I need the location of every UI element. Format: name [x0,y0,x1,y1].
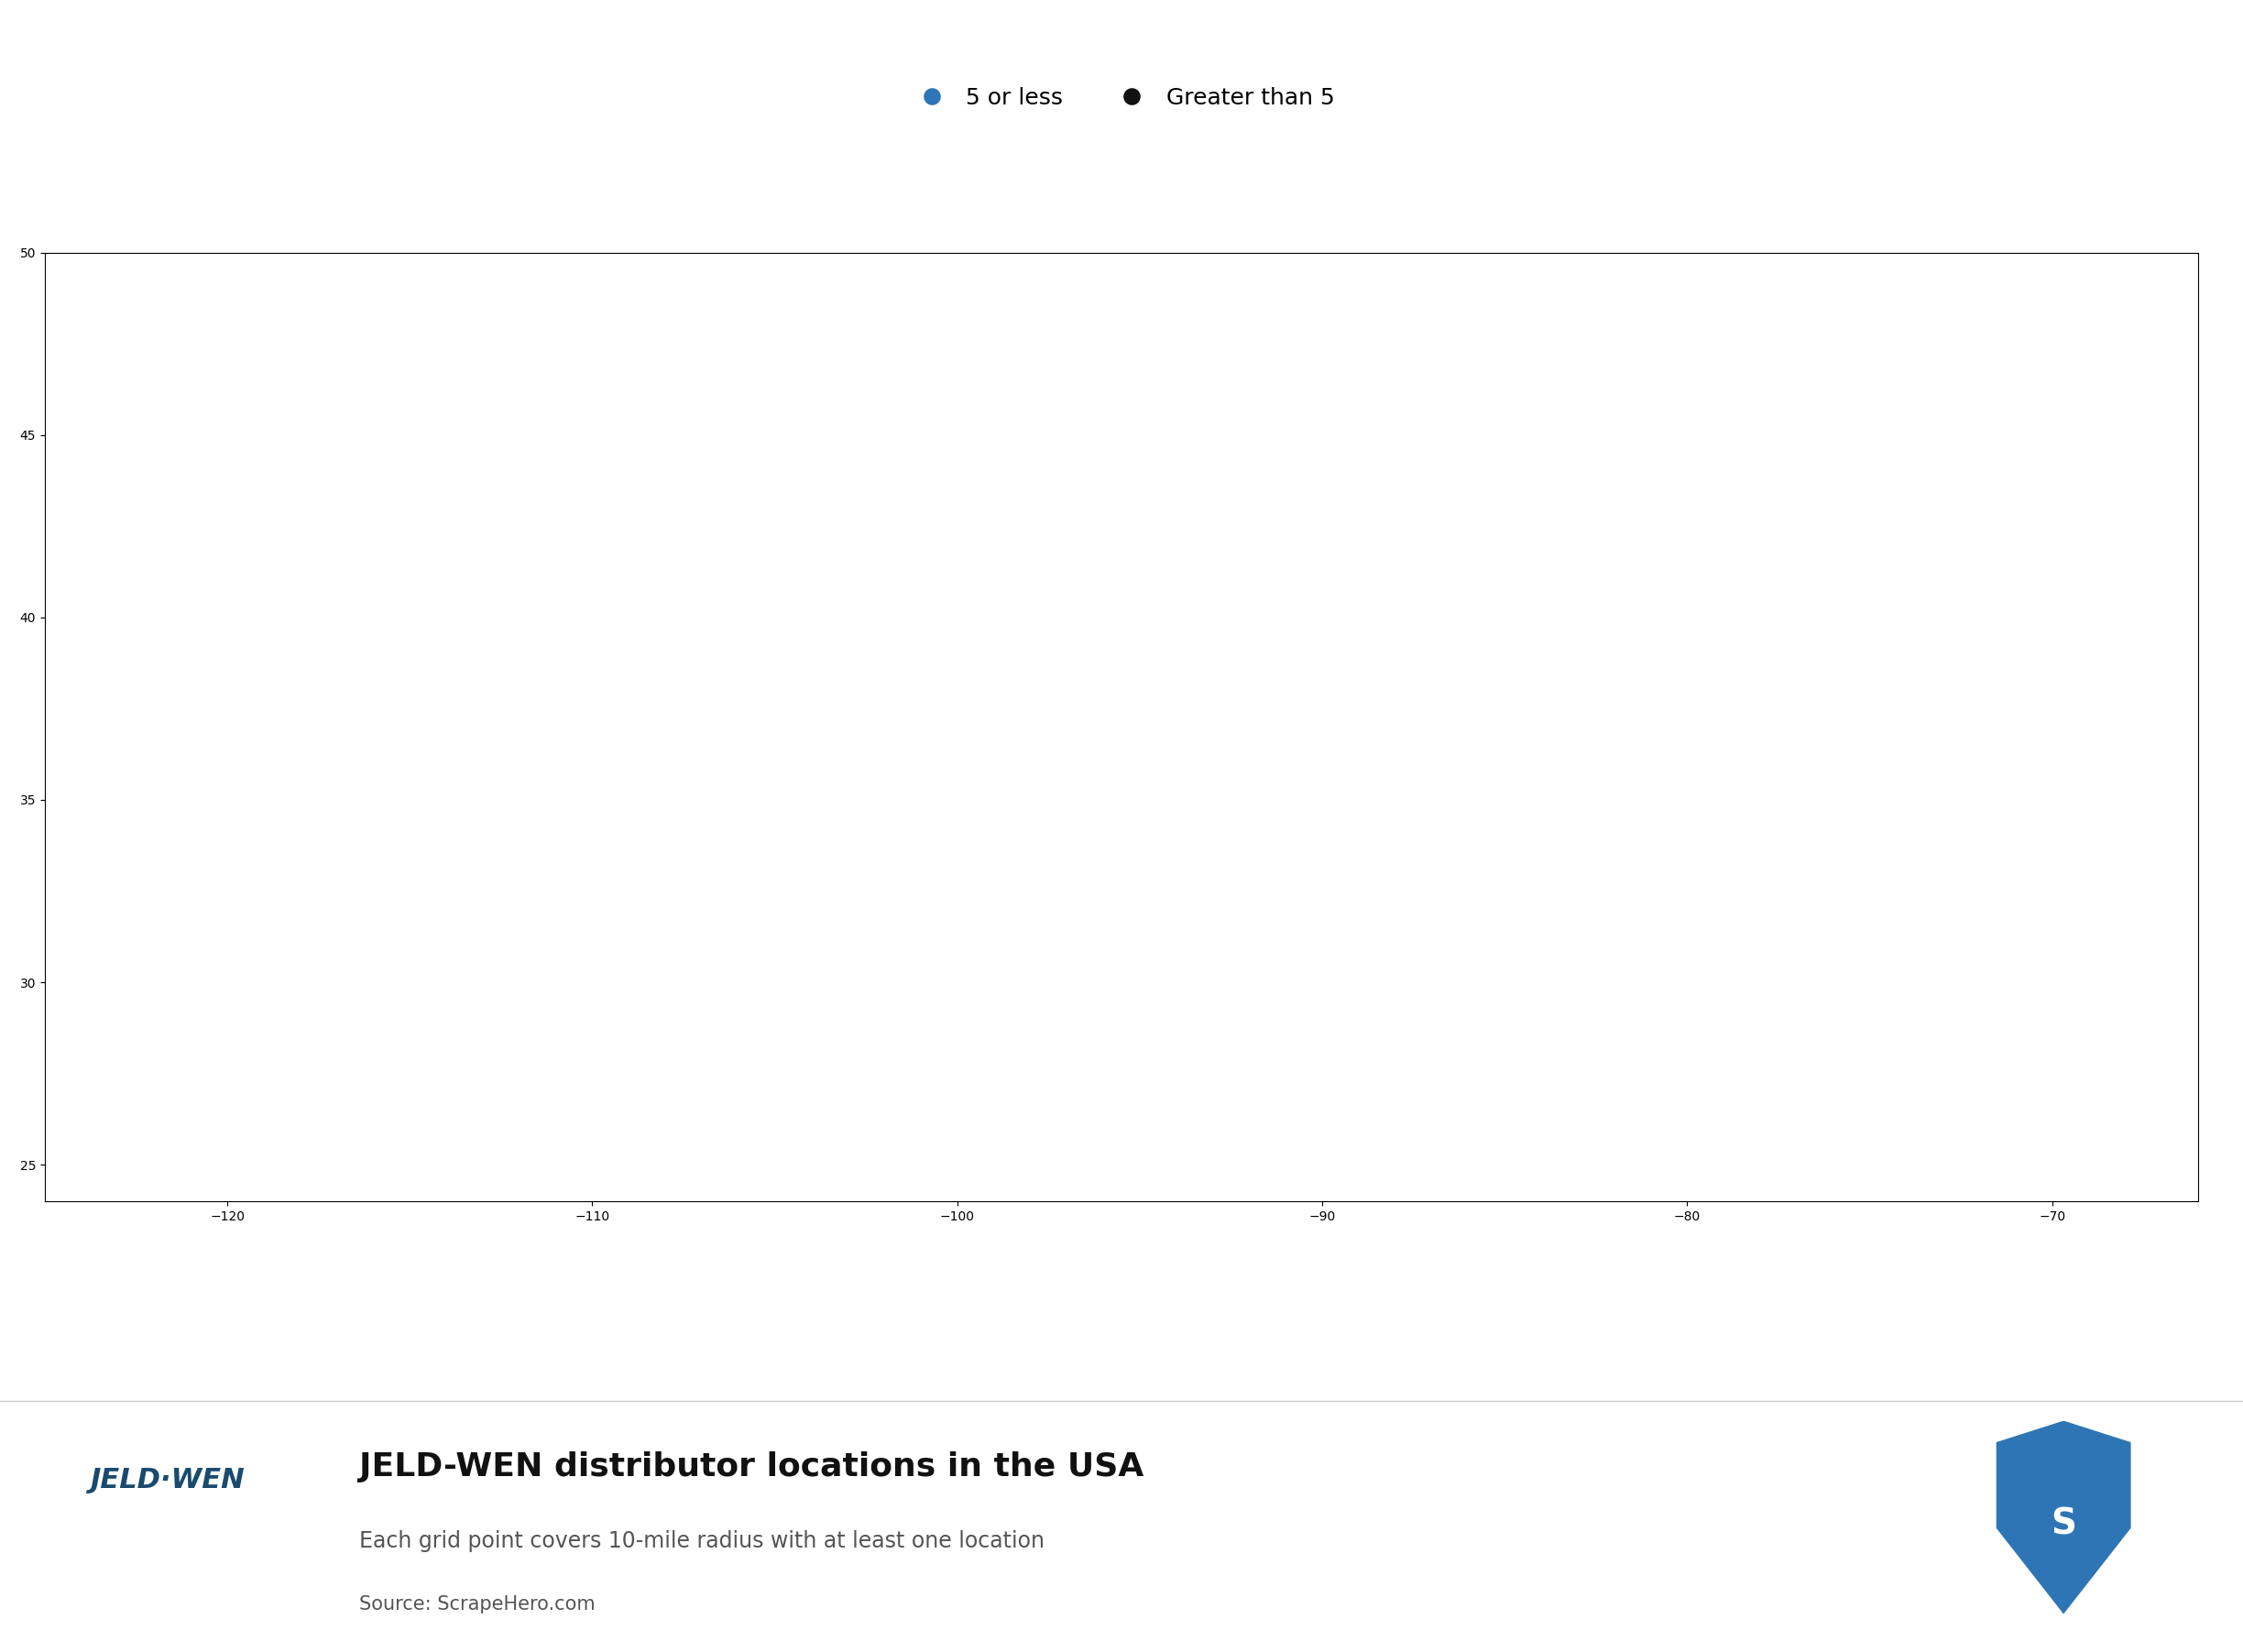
Text: Source: ScrapeHero.com: Source: ScrapeHero.com [359,1596,594,1614]
Text: Each grid point covers 10-mile radius with at least one location: Each grid point covers 10-mile radius wi… [359,1530,1045,1551]
Text: JELD·WEN: JELD·WEN [90,1467,244,1493]
PathPatch shape [1996,1421,2131,1614]
Legend: 5 or less, Greater than 5: 5 or less, Greater than 5 [899,78,1344,117]
Text: JELD-WEN distributor locations in the USA: JELD-WEN distributor locations in the US… [359,1452,1144,1482]
Text: S: S [2050,1507,2077,1541]
